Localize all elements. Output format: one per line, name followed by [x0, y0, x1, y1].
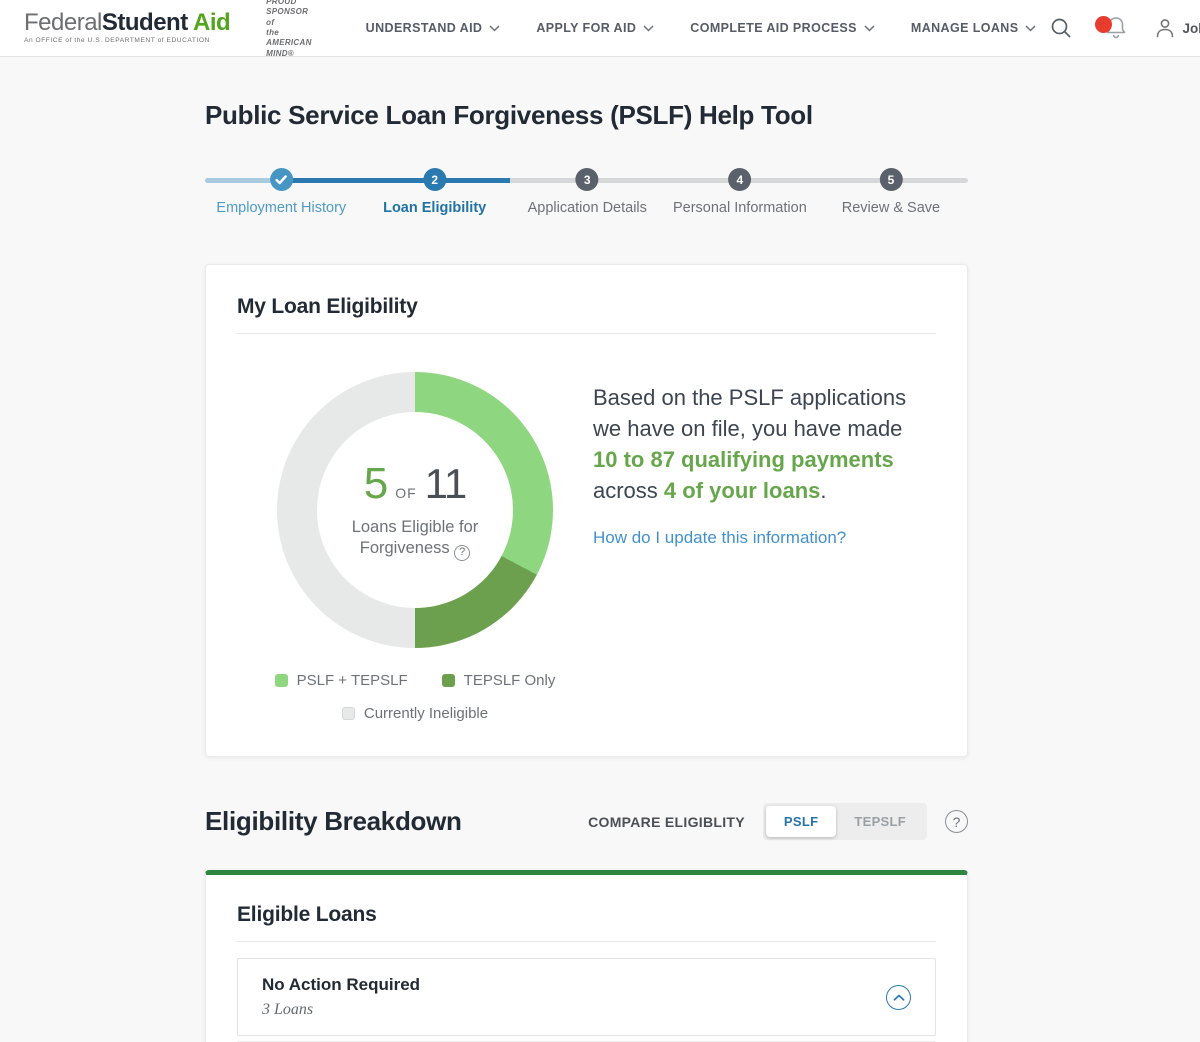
- donut-center: 5 OF 11 Loans Eligible for Forgiveness ?: [317, 412, 513, 608]
- user-name: John: [1182, 20, 1200, 36]
- logo-word-federal: Federal: [24, 9, 102, 37]
- legend-swatch-light-green: [274, 674, 288, 687]
- loans-count-highlight: 4 of your loans: [663, 478, 821, 503]
- accordion-title: No Action Required: [262, 975, 421, 994]
- eligible-count: 5: [363, 459, 389, 509]
- qualifying-payments-highlight: 10 to 87 qualifying payments: [593, 447, 894, 472]
- chevron-down-icon: [864, 24, 875, 32]
- logo-word-student: Student: [101, 9, 188, 37]
- donut-column: 5 OF 11 Loans Eligible for Forgiveness ?: [237, 372, 593, 722]
- compare-help-icon[interactable]: ?: [945, 810, 968, 833]
- step-employment-history[interactable]: Employment History: [216, 168, 346, 216]
- no-action-required-accordion[interactable]: No Action Required 3 Loans: [237, 958, 936, 1036]
- of-label: OF: [395, 485, 417, 502]
- eligibility-donut: 5 OF 11 Loans Eligible for Forgiveness ?: [277, 372, 553, 648]
- chevron-down-icon: [1025, 24, 1036, 32]
- summary-column: Based on the PSLF applications we have o…: [593, 372, 936, 722]
- legend-currently-ineligible: Currently Ineligible: [341, 705, 488, 722]
- divider: [237, 333, 936, 334]
- step-personal-information[interactable]: 4 Personal Information: [673, 168, 807, 216]
- stepper-progress-current: [281, 178, 511, 183]
- chevron-down-icon: [489, 24, 500, 32]
- progress-stepper: Employment History 2 Loan Eligibility 3 …: [205, 168, 968, 224]
- step-check-icon: [269, 168, 293, 191]
- compare-eligibility-label: COMPARE ELIGIBLITY: [588, 813, 745, 830]
- chevron-up-icon[interactable]: [886, 984, 911, 1010]
- legend-swatch-dark-green: [441, 674, 455, 687]
- main-nav: UNDERSTAND AID APPLY FOR AID COMPLETE AI…: [366, 21, 1037, 35]
- page-title: Public Service Loan Forgiveness (PSLF) H…: [205, 100, 813, 130]
- bell-icon: [1107, 17, 1126, 39]
- site-header: FederalStudent Aid An OFFICE of the U.S.…: [0, 0, 1200, 58]
- nav-complete-aid-process[interactable]: COMPLETE AID PROCESS: [690, 21, 875, 35]
- search-icon[interactable]: [1050, 17, 1072, 39]
- legend-pslf-tepslf: PSLF + TEPSLF: [274, 672, 408, 689]
- divider: [237, 941, 936, 942]
- card-title: My Loan Eligibility: [237, 295, 418, 318]
- step-number: 4: [728, 168, 752, 191]
- header-icons: John: [1050, 15, 1200, 41]
- step-number: 5: [879, 168, 903, 191]
- payments-summary: Based on the PSLF applications we have o…: [593, 385, 907, 503]
- pslf-tepslf-toggle: PSLF TEPSLF: [762, 803, 927, 840]
- toggle-tepslf-button[interactable]: TEPSLF: [836, 806, 924, 837]
- update-information-link[interactable]: How do I update this information?: [593, 528, 847, 547]
- step-review-save[interactable]: 5 Review & Save: [842, 168, 940, 216]
- breakdown-header-row: Eligibility Breakdown COMPARE ELIGIBLITY…: [205, 803, 968, 840]
- compare-controls: COMPARE ELIGIBLITY PSLF TEPSLF ?: [588, 803, 968, 840]
- stepper-progress-complete: [205, 178, 282, 183]
- legend-tepslf-only: TEPSLF Only: [441, 672, 555, 689]
- eligible-loans-title: Eligible Loans: [237, 903, 377, 926]
- fsa-logo-wordmark: FederalStudent Aid: [24, 9, 231, 37]
- help-icon[interactable]: ?: [454, 544, 471, 561]
- step-application-details[interactable]: 3 Application Details: [528, 168, 647, 216]
- nav-manage-loans[interactable]: MANAGE LOANS: [911, 21, 1037, 35]
- nav-understand-aid[interactable]: UNDERSTAND AID: [366, 21, 501, 35]
- fsa-logo[interactable]: FederalStudent Aid An OFFICE of the U.S.…: [24, 9, 231, 45]
- loan-eligibility-card: My Loan Eligibility 5 OF 11 Loans Eligib…: [205, 264, 968, 757]
- legend-swatch-gray: [341, 707, 355, 720]
- logo-subtitle: An OFFICE of the U.S. DEPARTMENT of EDUC…: [24, 37, 210, 45]
- accordion-loan-count: 3 Loans: [262, 1001, 314, 1018]
- chevron-down-icon: [643, 24, 654, 32]
- notification-badge: [1095, 16, 1113, 33]
- toggle-pslf-button[interactable]: PSLF: [765, 806, 837, 837]
- user-icon: [1157, 19, 1174, 38]
- donut-caption: Loans Eligible for Forgiveness ?: [352, 517, 478, 561]
- step-number: 3: [575, 168, 599, 191]
- logo-tagline: PROUD SPONSOR of the AMERICAN MIND®: [266, 0, 312, 58]
- nav-apply-for-aid[interactable]: APPLY FOR AID: [536, 21, 654, 35]
- user-menu[interactable]: John: [1154, 17, 1200, 39]
- step-number: 2: [423, 168, 447, 191]
- donut-legend: PSLF + TEPSLF TEPSLF Only Currently Inel…: [237, 672, 593, 722]
- notifications-bell-icon[interactable]: [1095, 15, 1128, 41]
- total-count: 11: [424, 460, 468, 508]
- breakdown-title: Eligibility Breakdown: [205, 806, 462, 836]
- eligible-loans-card: Eligible Loans No Action Required 3 Loan…: [205, 870, 968, 1042]
- step-loan-eligibility[interactable]: 2 Loan Eligibility: [383, 168, 486, 216]
- main-content: Public Service Loan Forgiveness (PSLF) H…: [205, 100, 968, 1042]
